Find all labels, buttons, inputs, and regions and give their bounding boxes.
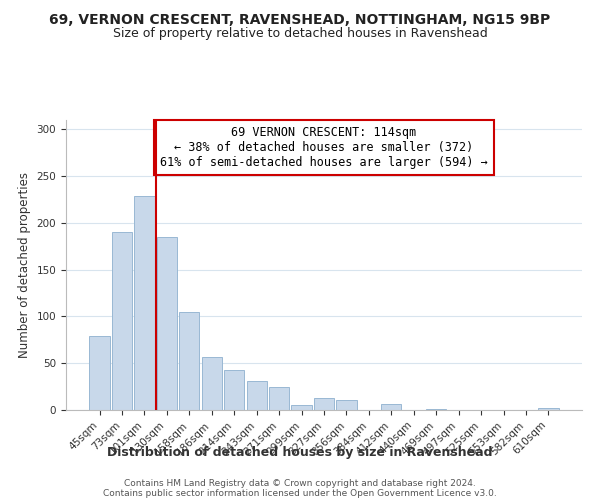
- Bar: [314, 398, 334, 410]
- Text: Size of property relative to detached houses in Ravenshead: Size of property relative to detached ho…: [113, 28, 487, 40]
- Bar: [269, 386, 289, 410]
- Bar: [134, 196, 155, 410]
- Bar: [224, 370, 244, 410]
- Bar: [292, 406, 311, 410]
- Bar: [381, 404, 401, 410]
- Bar: [179, 312, 199, 410]
- Bar: [89, 336, 110, 410]
- Bar: [538, 408, 559, 410]
- Text: Distribution of detached houses by size in Ravenshead: Distribution of detached houses by size …: [107, 446, 493, 459]
- Bar: [247, 381, 267, 410]
- Bar: [112, 232, 132, 410]
- Text: Contains HM Land Registry data © Crown copyright and database right 2024.: Contains HM Land Registry data © Crown c…: [124, 478, 476, 488]
- Text: 69 VERNON CRESCENT: 114sqm
← 38% of detached houses are smaller (372)
61% of sem: 69 VERNON CRESCENT: 114sqm ← 38% of deta…: [160, 126, 488, 169]
- Y-axis label: Number of detached properties: Number of detached properties: [18, 172, 31, 358]
- Bar: [202, 356, 222, 410]
- Bar: [426, 409, 446, 410]
- Bar: [157, 237, 177, 410]
- Text: 69, VERNON CRESCENT, RAVENSHEAD, NOTTINGHAM, NG15 9BP: 69, VERNON CRESCENT, RAVENSHEAD, NOTTING…: [49, 12, 551, 26]
- Text: Contains public sector information licensed under the Open Government Licence v3: Contains public sector information licen…: [103, 488, 497, 498]
- Bar: [337, 400, 356, 410]
